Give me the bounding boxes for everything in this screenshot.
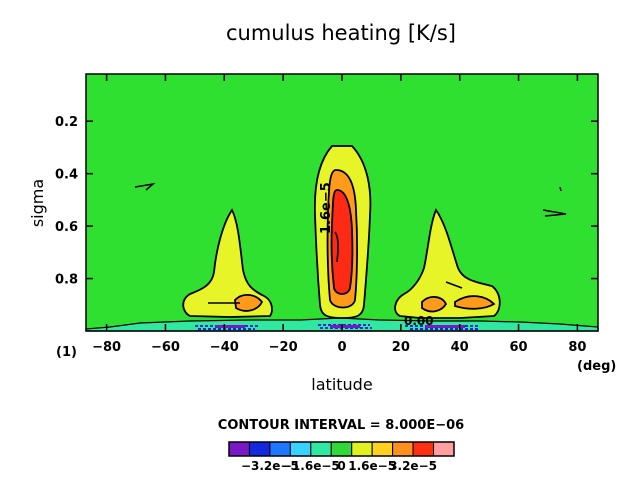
x-tick-label: 40 xyxy=(451,340,469,355)
colorbar-swatch xyxy=(412,441,435,457)
chart-title: cumulus heating [K/s] xyxy=(226,21,456,45)
y-tick-label: 0.8 xyxy=(55,273,78,288)
y-axis-title: sigma xyxy=(28,179,47,227)
contour-fill-south-l2 xyxy=(234,294,264,312)
contour-label-2: 0.00 xyxy=(404,314,434,328)
colorbar-swatch xyxy=(371,441,394,457)
y-tick-label: 0.2 xyxy=(55,115,78,130)
x-axis-unit: (deg) xyxy=(577,359,616,374)
colorbar-swatch xyxy=(433,441,455,457)
x-tick-label: 0 xyxy=(337,340,346,355)
contour-fill-south-l1 xyxy=(182,208,273,318)
y-tick-label: 0.6 xyxy=(55,220,78,235)
contour-fill-north-l2b xyxy=(454,295,496,310)
x-axis-title: latitude xyxy=(311,375,372,394)
colorbar-tick-label: −1.6e−5 xyxy=(282,459,340,473)
x-tick-label: −80 xyxy=(92,340,121,355)
contour-interval-text: CONTOUR INTERVAL = 8.000E−06 xyxy=(218,418,464,433)
y-axis-ticks: 0.2 0.4 0.6 0.8 xyxy=(55,115,598,288)
contour-line-equator-inner xyxy=(334,231,339,263)
colorbar-swatch xyxy=(310,441,332,457)
x-tick-label: −20 xyxy=(269,340,298,355)
colorbar-swatch xyxy=(392,441,414,457)
x-axis-ticks: −80 −60 −40 −20 0 20 40 60 80 xyxy=(92,74,586,355)
colorbar xyxy=(228,441,455,457)
colorbar-tick-label: 0 xyxy=(337,459,345,473)
contour-small-dot xyxy=(559,186,562,192)
x-tick-label: 60 xyxy=(510,340,528,355)
x-tick-label: −60 xyxy=(151,340,180,355)
colorbar-tick-label: 3.2e−5 xyxy=(389,459,437,473)
colorbar-swatch xyxy=(330,441,353,457)
colorbar-swatch xyxy=(351,441,373,457)
colorbar-swatch xyxy=(289,441,312,457)
x-tick-label: 80 xyxy=(568,340,586,355)
contour-line-north-spur xyxy=(445,281,463,289)
colorbar-tick-label: −3.2e−5 xyxy=(241,459,299,473)
contour-fill-north-l1 xyxy=(394,208,501,319)
contour-small-east xyxy=(542,209,567,217)
panel-label: (1) xyxy=(56,345,77,360)
colorbar-swatch xyxy=(269,441,291,457)
colorbar-frame xyxy=(228,441,455,457)
y-tick-label: 0.4 xyxy=(55,168,78,183)
x-tick-label: 20 xyxy=(392,340,410,355)
contour-negative-dots xyxy=(215,325,465,328)
contour-fill-north-l2a xyxy=(421,296,448,313)
x-tick-label: −40 xyxy=(210,340,239,355)
contour-label-1: 1.6e−5 xyxy=(319,182,334,234)
contour-small-west xyxy=(134,182,156,191)
colorbar-tick-label: 1.6e−5 xyxy=(348,459,396,473)
colorbar-labels: −3.2e−5−1.6e−50 1.6e−53.2e−5 xyxy=(241,459,437,473)
colorbar-swatch xyxy=(228,441,250,457)
contour-fill-equator-l3 xyxy=(330,189,354,295)
plot-area: 1.6e−5 0.00 xyxy=(85,73,599,332)
colorbar-swatch xyxy=(248,441,271,457)
